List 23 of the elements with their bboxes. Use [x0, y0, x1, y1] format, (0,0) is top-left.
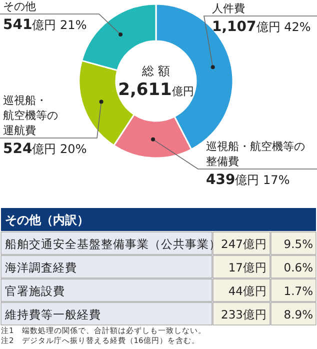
data-label: 17億円	[228, 260, 267, 274]
data-label: 44億円	[228, 284, 267, 298]
slice-label: 巡視船・航空機等の運航費	[3, 94, 58, 137]
category-label: 維持費等一般経費	[4, 308, 101, 322]
category-label: 官署施設費	[5, 284, 65, 298]
data-label: 1.7%	[284, 284, 314, 298]
data-label: 8.9%	[284, 308, 314, 322]
slice-label: 巡視船・航空機等の整備費	[206, 140, 305, 168]
category-label: 海洋調査経費	[5, 260, 77, 274]
data-label: 247億円	[221, 237, 267, 251]
category-label: 船舶交通安全基盤整備事業（公共事業）	[5, 237, 221, 251]
data-label: 9.5%	[284, 237, 314, 251]
data-label: 541億円 21%	[3, 17, 87, 33]
data-label: 439億円 17%	[206, 172, 290, 188]
slice-label: その他	[3, 0, 36, 13]
text: その他（内訳）	[5, 213, 89, 227]
slice-label: 人件費	[212, 2, 245, 15]
data-label: 0.6%	[284, 260, 314, 274]
data-label: 524億円 20%	[3, 141, 87, 157]
data-label: 1,107億円 42%	[212, 19, 311, 35]
text: 2,611億円	[118, 80, 194, 100]
data-label: 233億円	[221, 308, 267, 322]
text: 総 額	[141, 64, 170, 78]
